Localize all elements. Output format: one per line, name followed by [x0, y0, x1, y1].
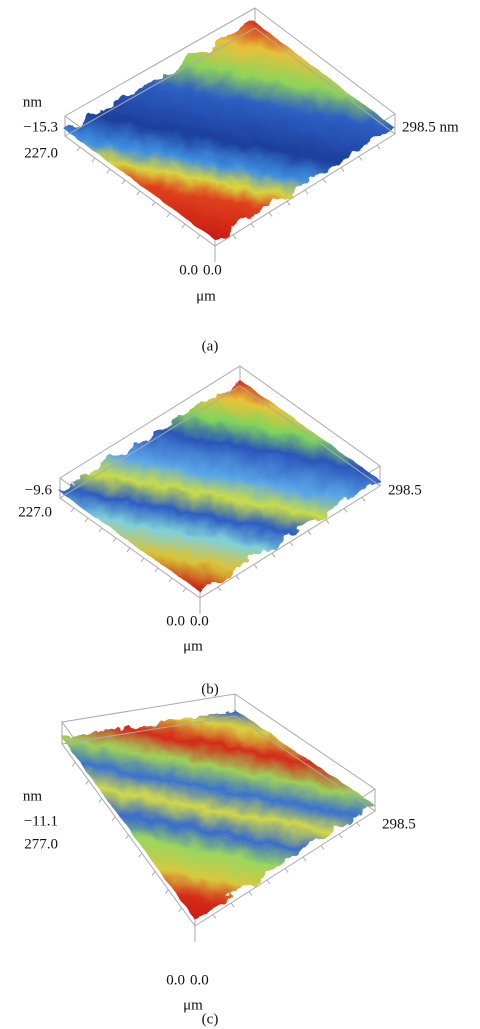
axis-tick [183, 588, 186, 592]
axis-tick [99, 799, 102, 803]
axis-tick [269, 212, 272, 216]
axis-tick [308, 531, 311, 535]
axis-tick [72, 762, 75, 766]
z-unit: nm [23, 94, 43, 110]
axis-tick [113, 538, 116, 542]
z-unit: nm [23, 788, 43, 804]
y-end: 227.0 [18, 504, 52, 520]
axis-tick [85, 518, 88, 522]
axis-tick [77, 147, 80, 151]
axis-tick [155, 568, 158, 572]
surface [60, 380, 380, 592]
axis-tick [71, 508, 74, 512]
axis-tick [127, 548, 130, 552]
surface [65, 22, 395, 240]
axis-tick [377, 145, 380, 149]
axis-tick [254, 564, 257, 568]
axis-tick [303, 857, 306, 861]
axis-tick [107, 169, 110, 173]
axis-tick [213, 915, 216, 919]
y-end: 227.0 [24, 145, 58, 161]
axis-tick [139, 853, 142, 857]
z-top: −9.6 [25, 482, 53, 498]
x-end: 298.5 [388, 482, 422, 498]
axis-tick [86, 780, 89, 784]
x-end: 298.5 nm [402, 119, 459, 135]
axis-tick [165, 890, 168, 894]
axis-tick [272, 553, 275, 557]
axis-tick [305, 190, 308, 194]
axis-tick [362, 497, 365, 501]
axis-tick [137, 191, 140, 195]
axis-tick [339, 834, 342, 838]
axis-tick [197, 235, 200, 239]
axis-tick [344, 508, 347, 512]
x-end: 298.5 [382, 816, 416, 832]
origin-left: 0.0 [166, 613, 185, 629]
y-end: 277.0 [24, 836, 58, 852]
surface [62, 710, 375, 920]
z-top: −11.1 [24, 813, 58, 829]
unit: μm [183, 638, 203, 654]
origin-right: 0.0 [203, 262, 222, 278]
axis-tick [341, 168, 344, 172]
axis-tick [218, 587, 221, 591]
axis-tick [92, 158, 95, 162]
label: (a) [202, 338, 219, 354]
origin-left: 0.0 [179, 262, 198, 278]
axis-tick [287, 201, 290, 205]
axis-tick [290, 542, 293, 546]
axis-tick [167, 213, 170, 217]
axis-tick [112, 817, 115, 821]
z-top: −15.3 [23, 119, 58, 135]
axis-tick [267, 880, 270, 884]
axis-tick [122, 180, 125, 184]
origin-right: 0.0 [190, 613, 209, 629]
panel: −9.6 227.0 298.5 0.0 0.0 μm (b) [18, 366, 422, 697]
axis-tick [323, 179, 326, 183]
axis-tick [249, 892, 252, 896]
unit: μm [183, 997, 203, 1013]
unit: μm [196, 288, 216, 304]
axis-tick [326, 520, 329, 524]
axis-tick [251, 224, 254, 228]
axis-tick [179, 908, 182, 912]
axis-tick [126, 835, 129, 839]
axis-tick [285, 869, 288, 873]
origin-right: 0.0 [190, 972, 209, 988]
label: (c) [202, 1011, 219, 1027]
axis-tick [152, 202, 155, 206]
label: (b) [201, 681, 219, 697]
axis-tick [231, 903, 234, 907]
axis-tick [141, 558, 144, 562]
axis-tick [169, 578, 172, 582]
axis-tick [359, 156, 362, 160]
axis-tick [182, 224, 185, 228]
panel: nm −11.1 277.0 298.5 0.0 0.0 μm(c) [23, 694, 416, 1027]
panel: nm −15.3 227.0 298.5 nm 0.0 0.0 μm (a) [23, 8, 459, 354]
axis-tick [357, 823, 360, 827]
axis-tick [321, 846, 324, 850]
axis-tick [99, 528, 102, 532]
figure: nm −15.3 227.0 298.5 nm 0.0 0.0 μm (a) −9.6 227.0… [0, 0, 480, 1029]
axis-tick [233, 235, 236, 239]
axis-tick [152, 871, 155, 875]
origin-left: 0.0 [166, 972, 185, 988]
axis-tick [236, 576, 239, 580]
